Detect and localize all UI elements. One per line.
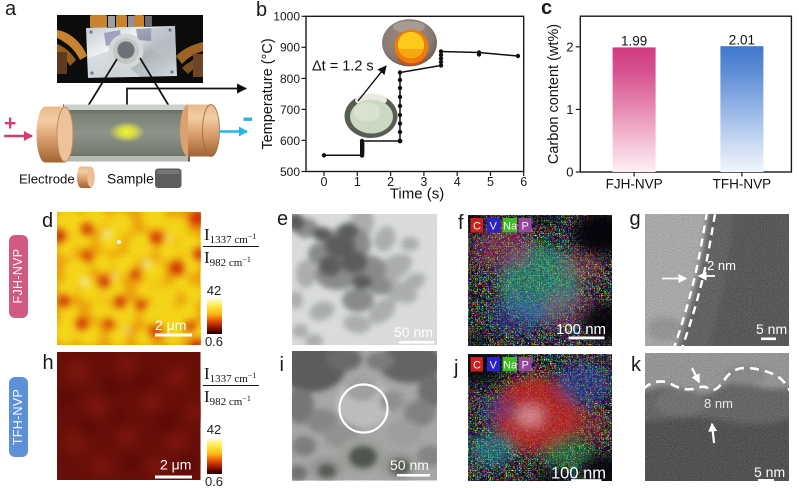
svg-text:Temperature (°C): Temperature (°C)	[260, 38, 276, 149]
svg-text:2.01: 2.01	[729, 32, 755, 47]
svg-text:2 μm: 2 μm	[155, 317, 186, 333]
svg-text:0: 0	[321, 175, 328, 189]
svg-text:P: P	[521, 220, 528, 232]
svg-text:Δt = 1.2 s: Δt = 1.2 s	[312, 59, 374, 75]
svg-text:100 nm: 100 nm	[551, 464, 606, 481]
svg-text:5: 5	[487, 175, 494, 189]
svg-text:600: 600	[280, 134, 300, 148]
svg-text:6: 6	[520, 175, 527, 189]
svg-text:C: C	[473, 359, 481, 371]
svg-text:1: 1	[566, 102, 573, 117]
svg-text:8 nm: 8 nm	[704, 396, 733, 411]
svg-text:Na: Na	[503, 220, 518, 232]
svg-text:4: 4	[454, 175, 461, 189]
svg-text:50 nm: 50 nm	[390, 457, 429, 473]
svg-text:C: C	[473, 220, 481, 232]
svg-text:700: 700	[280, 103, 300, 117]
svg-text:Carbon content (wt%): Carbon content (wt%)	[546, 24, 562, 164]
svg-text:100 nm: 100 nm	[556, 321, 606, 338]
svg-text:1000: 1000	[273, 10, 300, 24]
svg-text:1: 1	[354, 175, 361, 189]
svg-text:Time (s): Time (s)	[390, 186, 444, 203]
svg-text:5 nm: 5 nm	[754, 464, 785, 480]
svg-text:Na: Na	[503, 359, 518, 371]
svg-text:2 nm: 2 nm	[707, 258, 736, 273]
svg-text:Sample: Sample	[107, 172, 154, 187]
svg-text:+: +	[4, 112, 16, 135]
svg-text:3: 3	[420, 175, 427, 189]
svg-text:V: V	[489, 359, 497, 371]
svg-text:2: 2	[566, 39, 573, 54]
svg-text:5 nm: 5 nm	[756, 321, 787, 337]
svg-text:800: 800	[280, 72, 300, 86]
svg-text:2: 2	[387, 175, 394, 189]
svg-text:V: V	[489, 220, 497, 232]
svg-text:50 nm: 50 nm	[394, 324, 433, 340]
svg-text:P: P	[521, 359, 528, 371]
svg-text:TFH-NVP: TFH-NVP	[713, 177, 772, 192]
svg-text:1.99: 1.99	[621, 33, 647, 48]
svg-text:900: 900	[280, 41, 300, 55]
svg-text:2 μm: 2 μm	[160, 456, 191, 472]
svg-text:500: 500	[280, 165, 300, 179]
svg-text:FJH-NVP: FJH-NVP	[606, 177, 663, 192]
svg-text:0: 0	[566, 165, 573, 180]
svg-text:Electrode: Electrode	[19, 172, 75, 187]
